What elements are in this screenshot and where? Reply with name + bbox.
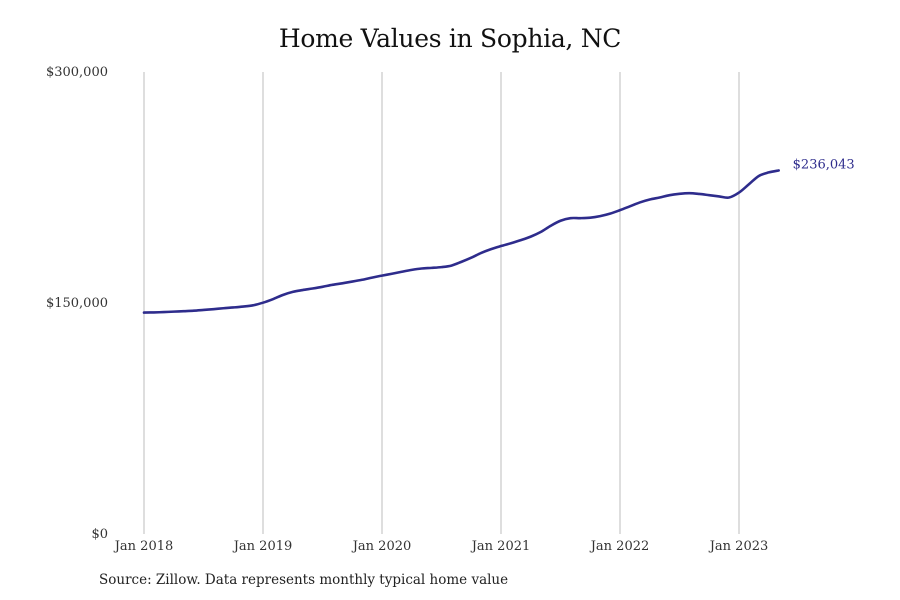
data-point-2022-04 (649, 198, 651, 200)
data-point-2019-05 (301, 289, 303, 291)
data-point-2020-05 (420, 267, 422, 269)
data-point-2019-06 (311, 287, 313, 289)
y-tick-label: $0 (91, 527, 108, 542)
data-point-2020-11 (480, 252, 482, 254)
data-point-2022-10 (708, 194, 710, 196)
data-point-2020-03 (401, 271, 403, 273)
data-point-2018-07 (202, 309, 204, 311)
data-point-2022-02 (629, 205, 631, 207)
data-point-2022-09 (698, 193, 700, 195)
data-point-2018-05 (182, 310, 184, 312)
data-point-2019-01 (262, 301, 264, 303)
data-point-2021-07 (559, 220, 561, 222)
data-point-2019-12 (371, 276, 373, 278)
data-point-2021-10 (589, 216, 591, 218)
end-value-label: $236,043 (793, 157, 855, 172)
data-point-2021-06 (549, 225, 551, 227)
data-point-2022-06 (668, 194, 670, 196)
y-tick-label: $150,000 (46, 296, 108, 311)
data-point-2020-02 (391, 273, 393, 275)
data-point-2018-01 (143, 311, 145, 313)
gridlines (143, 72, 740, 534)
data-point-2023-04 (768, 171, 770, 173)
data-point-2018-12 (252, 304, 254, 306)
data-point-2022-03 (639, 201, 641, 203)
x-tick-label: Jan 2022 (589, 539, 650, 554)
data-point-2020-07 (440, 266, 442, 268)
x-tick-label: Jan 2019 (232, 539, 293, 554)
data-point-2021-09 (579, 217, 581, 219)
data-point-2019-11 (361, 279, 363, 281)
data-point-2023-03 (758, 175, 760, 177)
data-point-2018-06 (192, 310, 194, 312)
data-point-2021-02 (510, 242, 512, 244)
data-point-2018-09 (222, 307, 224, 309)
data-points (143, 169, 780, 313)
home-value-line (142, 169, 780, 314)
data-point-2019-08 (331, 284, 333, 286)
data-point-2022-12 (728, 196, 730, 198)
data-point-2019-10 (351, 280, 353, 282)
data-point-2020-10 (470, 257, 472, 259)
x-tick-label: Jan 2021 (470, 539, 531, 554)
data-point-2021-01 (500, 245, 502, 247)
data-point-2018-08 (212, 308, 214, 310)
data-point-2021-04 (530, 235, 532, 237)
data-point-2020-12 (490, 248, 492, 250)
data-point-2020-09 (460, 261, 462, 263)
data-point-2022-07 (678, 193, 680, 195)
data-point-2018-02 (153, 311, 155, 313)
data-point-2019-09 (341, 282, 343, 284)
data-point-2021-12 (609, 212, 611, 214)
data-point-2020-01 (381, 274, 383, 276)
data-point-2023-05 (777, 169, 779, 171)
data-point-2022-08 (688, 192, 690, 194)
data-point-2018-11 (242, 305, 244, 307)
data-point-2020-08 (450, 264, 452, 266)
data-point-2021-11 (599, 215, 601, 217)
data-point-2022-01 (619, 209, 621, 211)
y-tick-label: $300,000 (46, 65, 108, 80)
data-point-2020-04 (411, 269, 413, 271)
data-point-2018-03 (163, 311, 165, 313)
chart-title: Home Values in Sophia, NC (278, 24, 622, 53)
data-point-2019-03 (282, 294, 284, 296)
data-point-2021-03 (520, 239, 522, 241)
data-point-2021-05 (539, 231, 541, 233)
data-point-2019-07 (321, 286, 323, 288)
x-tick-label: Jan 2023 (708, 539, 769, 554)
source-note: Source: Zillow. Data represents monthly … (99, 572, 509, 588)
data-point-2020-06 (430, 267, 432, 269)
data-point-2018-04 (173, 310, 175, 312)
data-point-2019-04 (292, 291, 294, 293)
data-point-2023-01 (738, 191, 740, 193)
data-point-2022-11 (718, 195, 720, 197)
x-tick-label: Jan 2020 (351, 539, 412, 554)
data-point-2021-08 (569, 217, 571, 219)
x-axis-ticks: Jan 2018 Jan 2019 Jan 2020 Jan 2021 Jan 2022… (113, 539, 769, 554)
data-point-2022-05 (658, 196, 660, 198)
y-axis-ticks: $0 $150,000 $300,000 (46, 65, 108, 542)
x-tick-label: Jan 2018 (113, 539, 174, 554)
data-point-2023-02 (748, 183, 750, 185)
data-point-2019-02 (272, 298, 274, 300)
data-point-2018-10 (232, 306, 234, 308)
